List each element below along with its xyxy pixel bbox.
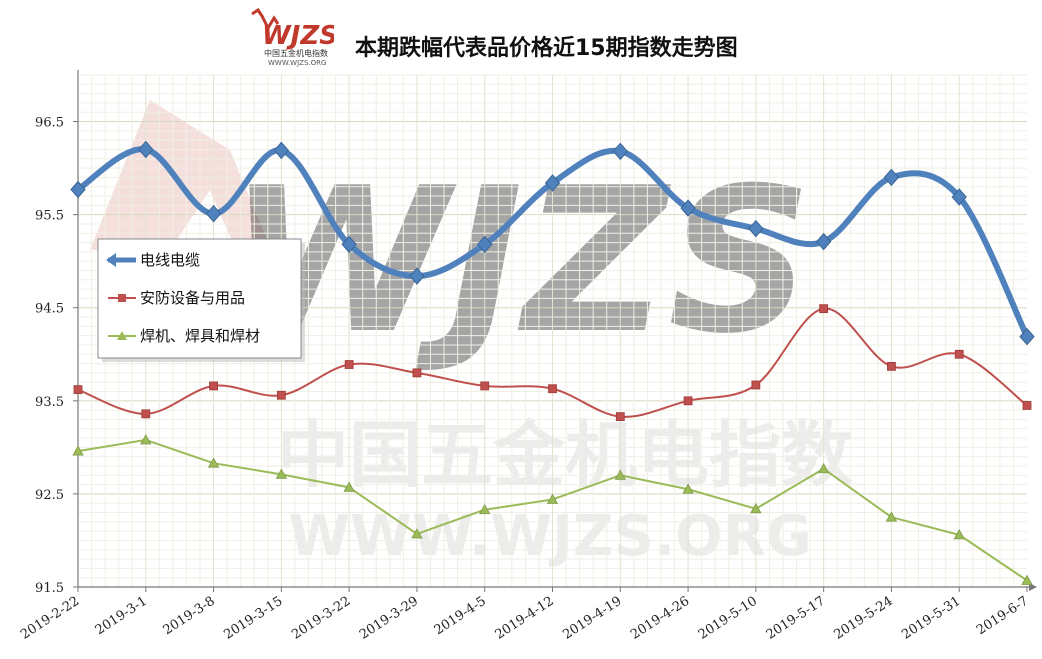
y-tick-label: 93.5 — [35, 395, 64, 410]
data-point — [477, 235, 493, 254]
grid — [77, 74, 1027, 588]
x-axis-arrow-icon — [1029, 583, 1037, 591]
data-point — [343, 481, 355, 492]
legend-item-2: 安防设备与用品 — [108, 289, 245, 307]
data-point — [615, 412, 625, 422]
x-tick-label: 2019-5-17 — [764, 594, 828, 643]
x-tick-label: 2019-3-22 — [289, 594, 353, 643]
legend-label: 焊机、焊具和焊材 — [140, 327, 260, 345]
logo-text: WJZS — [262, 21, 334, 51]
y-tick-label: 94.5 — [35, 302, 64, 317]
data-point — [479, 503, 491, 515]
data-point — [70, 180, 86, 199]
data-point — [207, 457, 220, 468]
data-point — [885, 511, 898, 522]
data-point — [544, 174, 561, 192]
data-point — [951, 188, 967, 206]
data-point — [480, 381, 490, 391]
data-point — [548, 384, 557, 394]
data-point — [412, 368, 422, 378]
x-tick-label: 2019-5-24 — [832, 594, 896, 643]
data-point — [819, 304, 829, 314]
x-tick-label: 2019-4-12 — [493, 594, 557, 643]
series-line — [77, 307, 1028, 418]
wjzs-logo: WJZS 中国五金机电指数 WWW.WJZS.ORG — [251, 8, 334, 67]
data-point — [750, 502, 762, 514]
x-tick-label: 2019-3-8 — [161, 594, 218, 638]
watermark-url-text: WWW.WJZS.ORG — [288, 504, 812, 569]
x-tick-label: 2019-5-31 — [899, 594, 963, 643]
logo-subtext-url: WWW.WJZS.ORG — [268, 59, 326, 67]
y-tick-label: 95.5 — [35, 209, 64, 224]
x-tick-label: 2019-4-19 — [560, 594, 624, 643]
y-tick-label: 91.5 — [35, 581, 64, 596]
data-point — [273, 141, 290, 160]
data-point — [683, 396, 693, 406]
data-point — [748, 219, 764, 238]
data-point — [883, 168, 900, 187]
legend-triangle-icon — [117, 331, 127, 340]
x-tick-label: 2019-4-26 — [628, 594, 692, 643]
data-point — [1022, 401, 1032, 410]
logo-subtext-cn: 中国五金机电指数 — [264, 48, 328, 58]
y-tick-label: 92.5 — [35, 488, 64, 503]
data-point — [817, 462, 830, 474]
data-point — [209, 381, 218, 391]
data-point — [682, 483, 694, 494]
x-tick-label: 2019-3-29 — [357, 594, 421, 643]
watermark-cn-text: 中国五金机电指数 — [277, 413, 853, 497]
data-point — [1019, 327, 1035, 346]
x-tick-label: 2019-3-1 — [93, 594, 150, 638]
data-point — [411, 528, 423, 539]
data-point — [140, 434, 152, 445]
legend-label: 安防设备与用品 — [140, 289, 245, 307]
x-tick-label: 2019-3-15 — [221, 594, 285, 643]
x-tick-label: 2019-4-5 — [432, 594, 489, 638]
data-point — [409, 267, 425, 285]
data-point — [73, 385, 83, 395]
data-point — [815, 232, 832, 251]
series-2 — [73, 304, 1032, 422]
data-point — [680, 199, 696, 217]
series-1 — [70, 140, 1035, 346]
data-point — [276, 390, 286, 400]
y-tick-label: 96.5 — [35, 116, 64, 131]
data-point — [546, 493, 559, 504]
chart-title: 本期跌幅代表品价格近15期指数走势图 — [355, 36, 738, 61]
data-point — [612, 142, 628, 161]
data-point — [341, 235, 357, 254]
legend-label: 电线电缆 — [140, 251, 200, 269]
data-point — [138, 140, 154, 159]
data-point — [141, 409, 151, 419]
chart-header: WJZS 中国五金机电指数 WWW.WJZS.ORG 本期跌幅代表品价格近15期… — [0, 0, 1042, 70]
data-point — [954, 349, 964, 359]
data-point — [887, 361, 896, 371]
data-point — [205, 204, 222, 223]
data-point — [953, 529, 965, 540]
series-layer — [70, 140, 1035, 585]
logo-arrow-icon — [251, 8, 280, 32]
legend-square-icon — [118, 294, 126, 302]
data-point — [72, 445, 84, 456]
legend-arrow-icon — [106, 253, 116, 267]
data-point — [344, 360, 354, 369]
data-point — [614, 469, 626, 480]
legend-item-1: 电线电缆 — [106, 251, 200, 269]
data-point — [751, 380, 761, 390]
x-tick-label: 2019-5-10 — [696, 594, 760, 643]
series-3 — [72, 434, 1033, 585]
data-point — [1021, 574, 1033, 585]
x-tick-label: 2019-2-22 — [18, 594, 82, 643]
data-point — [275, 468, 288, 479]
x-tick-label: 2019-6-7 — [974, 594, 1031, 638]
legend-item-3: 焊机、焊具和焊材 — [108, 327, 260, 345]
